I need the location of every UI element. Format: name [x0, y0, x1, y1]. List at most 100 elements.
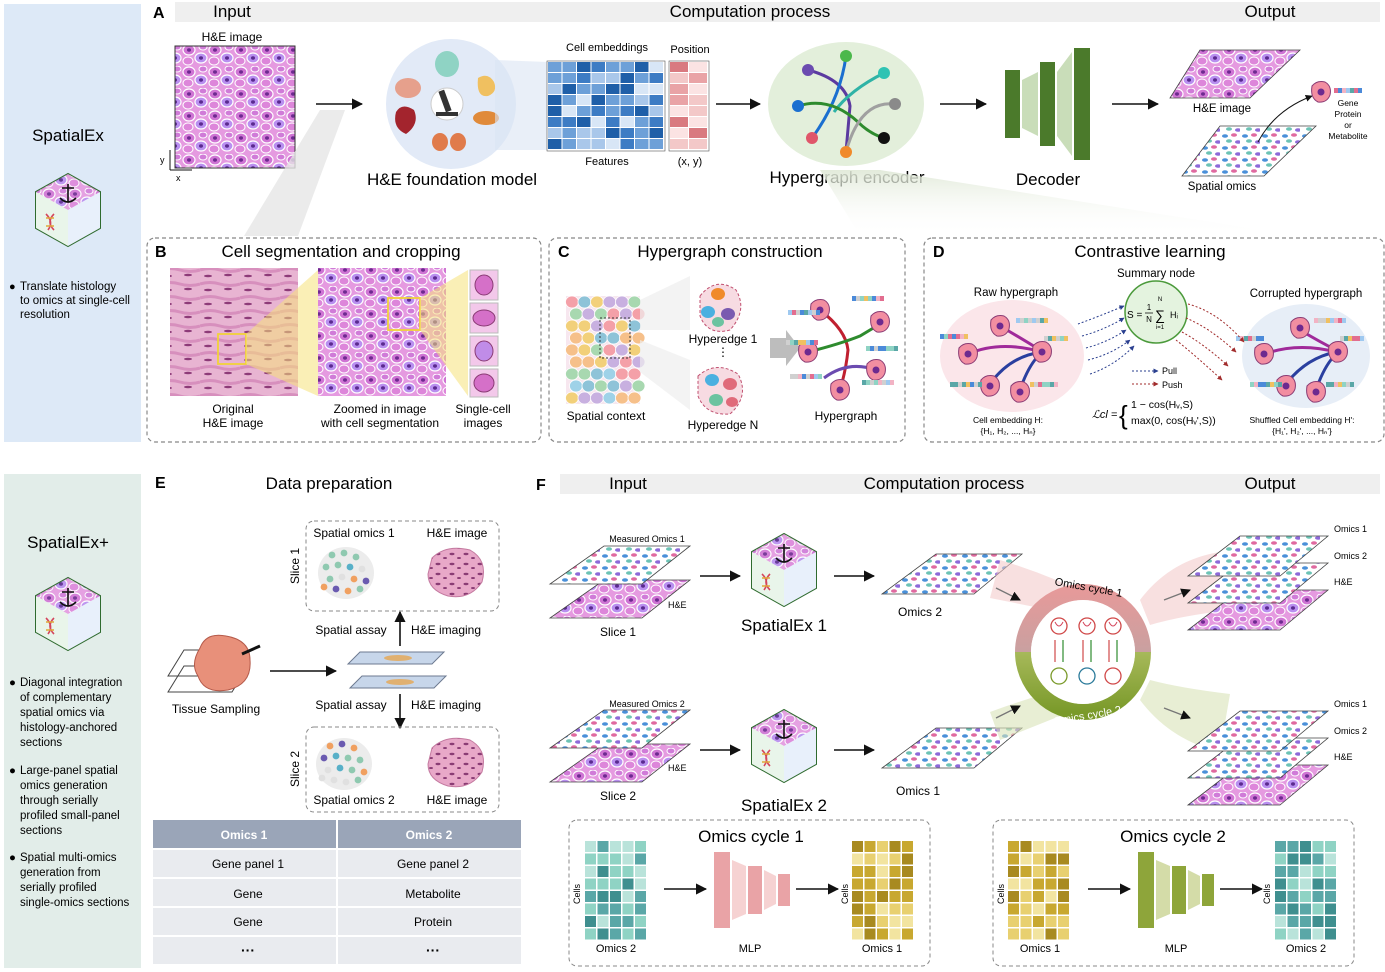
svg-text:histology-anchored: histology-anchored — [20, 722, 117, 734]
cycle2-input-label: Omics 1 — [1020, 943, 1060, 955]
cycle2-output-matrix — [1275, 841, 1336, 940]
svg-text:1: 1 — [1147, 303, 1152, 312]
panel-b-frame — [146, 237, 542, 443]
raw-hypergraph-icon — [958, 315, 1052, 403]
svg-text:N: N — [1158, 297, 1162, 303]
spatialex2-cube-icon — [751, 709, 817, 783]
panel-e-letter: E — [155, 475, 166, 492]
corrupted-hypergraph-icon — [1254, 317, 1348, 403]
svg-text:Spatial multi-omics: Spatial multi-omics — [20, 852, 117, 864]
he-tissue-2 — [427, 737, 484, 788]
panel-f-process-header: Computation process — [864, 474, 1025, 493]
sidebar-bottom-bg — [4, 474, 141, 968]
fan-to-cd — [820, 170, 1300, 236]
out-top-omics1: Omics 1 — [1334, 524, 1367, 534]
he-imaging-top: H&E imaging — [411, 623, 481, 637]
slice2-frame — [305, 726, 500, 813]
output-stack-top — [1186, 535, 1330, 631]
measured-omics1-label: Measured Omics 1 — [609, 534, 685, 544]
panel-f-header-bar — [560, 474, 1380, 494]
cycle2-cells-right: Cells — [1262, 884, 1272, 905]
hyperedge-1-icon — [699, 283, 742, 332]
he-tissue-1 — [427, 547, 484, 598]
svg-text:serially profiled: serially profiled — [20, 882, 97, 894]
svg-text:Protein: Protein — [1335, 109, 1362, 119]
svg-text:H&E image: H&E image — [203, 416, 264, 430]
omics1-pred-layer — [880, 727, 1024, 769]
panel-c-frame — [548, 237, 906, 443]
slice2-label: Slice 2 — [600, 789, 636, 803]
decoder-icon — [1005, 48, 1090, 160]
cycle1-cells-right: Cells — [840, 884, 850, 905]
svg-text:sections: sections — [20, 825, 62, 837]
svg-text:Diagonal integration: Diagonal integration — [20, 677, 122, 689]
sidebar-top-bullet-dot: ● — [9, 281, 16, 293]
table-cell: ··· — [241, 942, 255, 958]
output-cell-icon — [1311, 81, 1331, 103]
summary-node-label: Summary node — [1117, 268, 1195, 280]
corrupted-hypergraph-label: Corrupted hypergraph — [1250, 288, 1363, 300]
table-cell: Gene — [233, 915, 263, 929]
cell-embedding-set: {H₁, H₂, ..., Hₙ} — [981, 426, 1036, 436]
slides-icon — [346, 651, 448, 689]
arrow-in-bottom — [995, 705, 1021, 719]
table-cell: Protein — [414, 915, 452, 929]
cycle2-input-matrix — [1008, 841, 1069, 940]
sidebar-bottom-title: SpatialEx+ — [27, 533, 109, 552]
panel-c-letter: C — [558, 244, 570, 261]
spatial-omics1-dots — [318, 547, 374, 599]
cycle2-cells-left: Cells — [996, 884, 1006, 905]
svg-text:sections: sections — [20, 737, 62, 749]
omics1-pred-label: Omics 1 — [896, 784, 940, 798]
panel-b-title: Cell segmentation and cropping — [221, 242, 460, 261]
summary-formula: S = 1 N N ∑ i=1 Hᵢ — [1127, 297, 1178, 331]
svg-text:omics generation: omics generation — [20, 780, 108, 792]
position-label: Position — [670, 44, 709, 56]
panel-a-header-bar — [175, 2, 1380, 22]
out-bottom-he: H&E — [1334, 752, 1353, 762]
omics-cycle1-frame — [568, 819, 931, 967]
spatialex2-label: SpatialEx 2 — [741, 796, 827, 815]
output-he-layer — [1169, 49, 1301, 99]
zoom-fan-2 — [420, 270, 468, 396]
table-cell: Gene — [233, 887, 263, 901]
table-header-omics2: Omics 2 — [406, 828, 453, 842]
svg-text:or: or — [1344, 120, 1352, 130]
cycle1-output-label: Omics 1 — [862, 943, 902, 955]
summary-node-circle — [1124, 280, 1188, 344]
loss-formula: ℒcl = { 1 − cos(Hᵥ,S) max(0, cos(Hᵥ',S)) — [1092, 399, 1216, 430]
panel-b-captions: Original H&E image Zoomed in image with … — [203, 402, 511, 430]
svg-text:of complementary: of complementary — [20, 692, 112, 704]
cycle1-input-matrix — [585, 841, 646, 940]
spatial-omics2-dots — [316, 738, 372, 790]
he-label-s1: H&E — [668, 600, 687, 610]
svg-text:Original: Original — [212, 402, 253, 416]
panel-d-frame — [923, 237, 1385, 443]
mlp2-icon — [1138, 852, 1214, 928]
single-cell-images — [469, 269, 499, 398]
svg-text:●: ● — [9, 852, 16, 864]
svg-text:∑: ∑ — [1155, 307, 1165, 323]
panel-f-input-header: Input — [609, 474, 647, 493]
features-label: Features — [585, 156, 629, 168]
fan-to-b — [244, 110, 345, 236]
table-cell: Gene panel 1 — [212, 857, 284, 871]
panel-a-input-header: Input — [213, 2, 251, 21]
arrow-in-top — [995, 587, 1021, 601]
svg-text:S =: S = — [1127, 310, 1142, 321]
omics2-pred-label: Omics 2 — [898, 605, 942, 619]
svg-text:●: ● — [9, 677, 16, 689]
hypergraph-icon — [786, 296, 898, 401]
sidebar-top-bullet-2: to omics at single-cell — [20, 295, 130, 307]
panel-d-letter: D — [933, 244, 945, 261]
slice2-vertical-label: Slice 2 — [288, 751, 302, 787]
out-top-he: H&E — [1334, 577, 1353, 587]
foundation-model-label: H&E foundation model — [367, 170, 537, 189]
svg-text:through serially: through serially — [20, 795, 98, 807]
omics-cycle2-frame — [992, 819, 1355, 967]
cycle-inner-icons — [1050, 617, 1122, 685]
sidebar-top-bullet-3: resolution — [20, 309, 70, 321]
hypergraph-encoder-icon — [792, 50, 901, 158]
shuffled-embedding-set: {H₁', H₂', ..., Hₙ'} — [1272, 426, 1332, 436]
out-bottom-omics1: Omics 1 — [1334, 699, 1367, 709]
